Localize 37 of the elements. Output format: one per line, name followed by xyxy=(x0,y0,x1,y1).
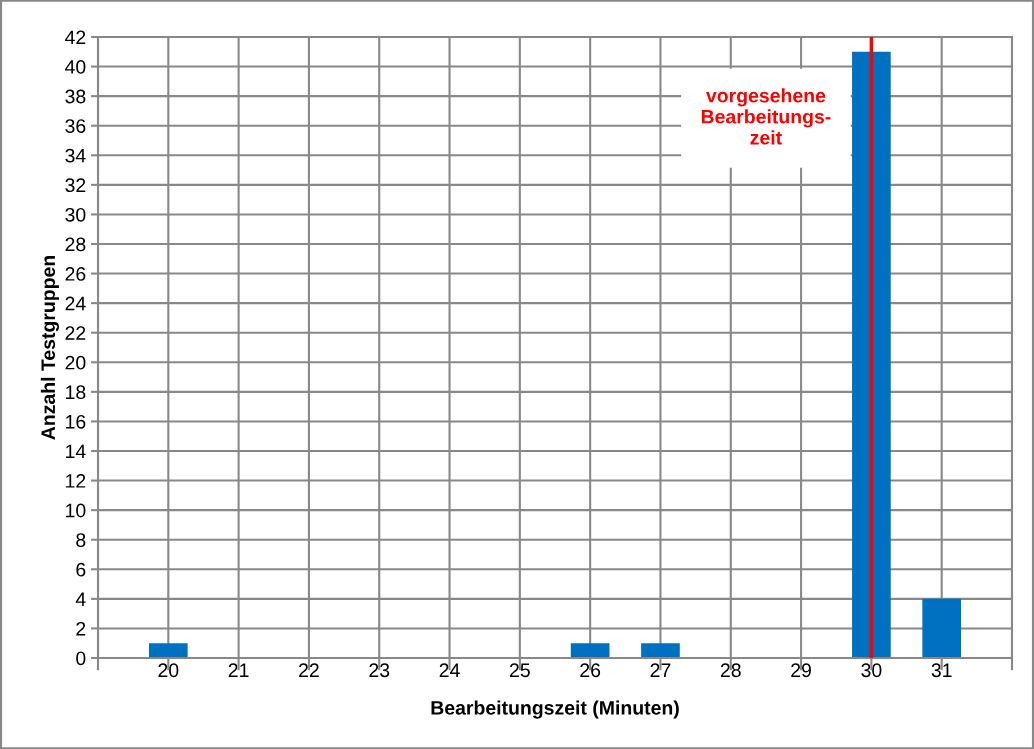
y-tick-label: 14 xyxy=(66,444,86,459)
x-tick-label: 20 xyxy=(158,663,179,678)
y-tick-label: 12 xyxy=(66,474,86,488)
x-tick-label: 25 xyxy=(510,663,530,678)
x-tick-label: 27 xyxy=(650,663,671,677)
y-tick-label: 42 xyxy=(65,30,86,45)
y-tick-label: 6 xyxy=(76,562,86,577)
y-tick-label: 16 xyxy=(66,414,86,429)
y-tick-label: 36 xyxy=(65,119,86,133)
y-tick-label: 10 xyxy=(66,503,86,518)
y-tick-label: 22 xyxy=(65,326,86,340)
y-tick-label: 28 xyxy=(65,237,86,252)
x-tick-label: 23 xyxy=(369,663,390,678)
ref-line-label: vorgesehene Bearbeitungs- zeit xyxy=(701,88,831,145)
x-axis-title: Bearbeitungszeit (Minuten) xyxy=(431,700,679,719)
x-tick-label: 31 xyxy=(931,663,952,678)
y-tick-label: 2 xyxy=(76,621,86,636)
y-tick-label: 0 xyxy=(76,651,86,666)
y-tick-label: 38 xyxy=(65,89,86,104)
y-tick-label: 26 xyxy=(65,267,86,281)
y-tick-label: 8 xyxy=(76,533,86,547)
y-tick-label: 34 xyxy=(65,148,86,163)
y-axis-title: Anzahl Testgruppen xyxy=(40,255,60,440)
y-tick-label: 18 xyxy=(66,385,86,400)
x-tick-label: 28 xyxy=(720,663,741,678)
y-tick-label: 40 xyxy=(65,60,86,74)
x-tick-label: 21 xyxy=(228,663,249,677)
x-tick-label: 30 xyxy=(861,663,882,678)
x-tick-label: 29 xyxy=(791,663,811,678)
y-tick-label: 20 xyxy=(65,355,86,370)
y-tick-label: 24 xyxy=(65,296,86,311)
x-tick-label: 26 xyxy=(580,663,601,678)
y-tick-label: 4 xyxy=(75,592,86,606)
x-tick-label: 22 xyxy=(299,663,319,677)
y-tick-label: 32 xyxy=(65,178,86,193)
x-tick-label: 24 xyxy=(439,663,460,677)
y-tick-label: 30 xyxy=(65,207,86,222)
